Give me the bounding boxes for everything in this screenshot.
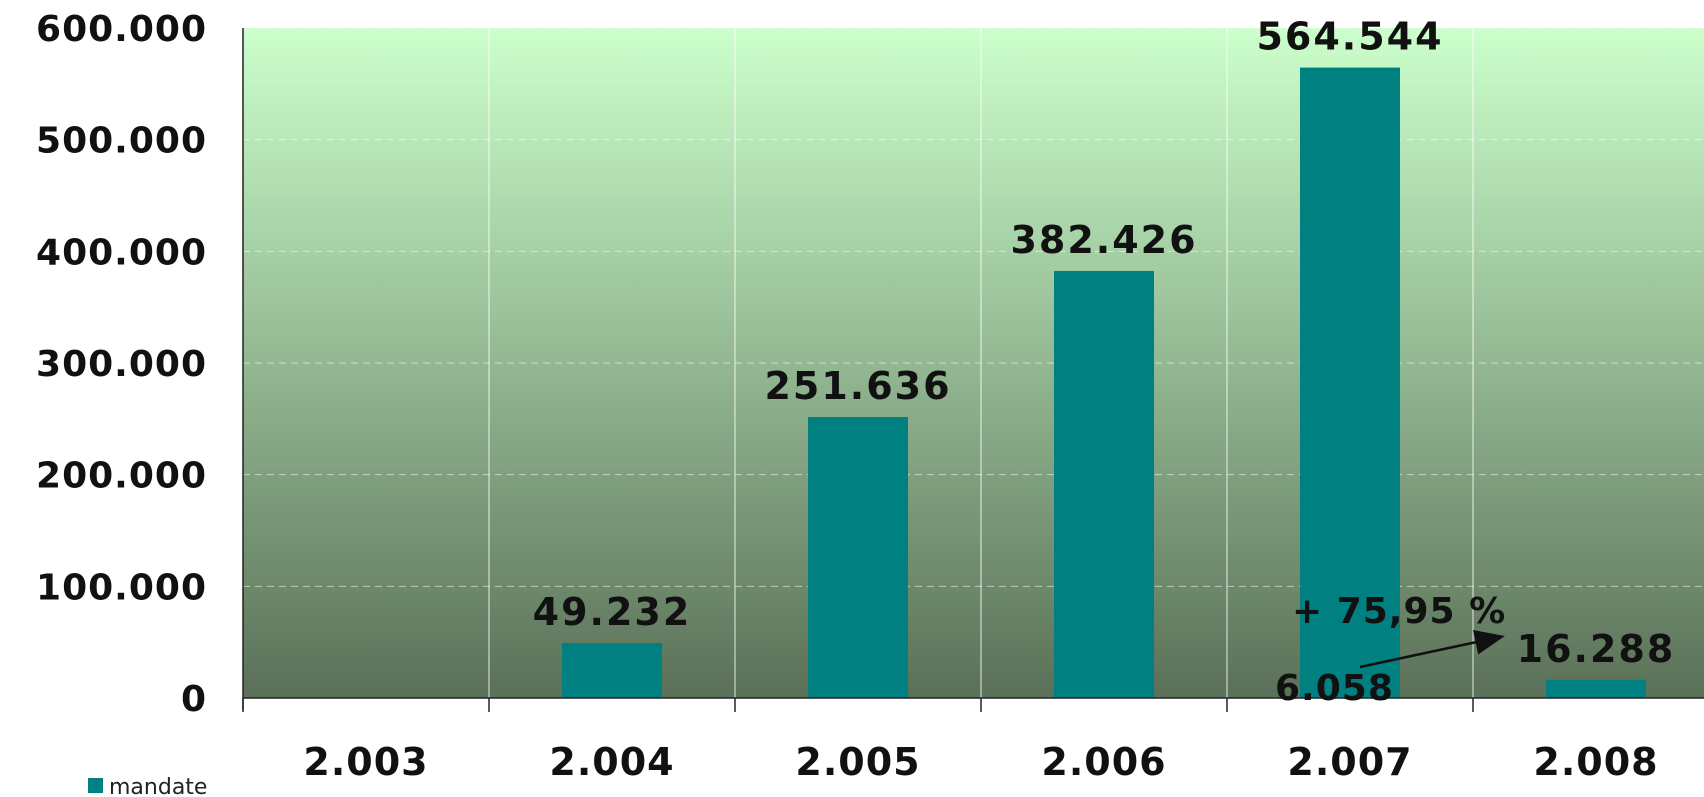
legend: mandate [88, 775, 207, 797]
y-tick-label: 300.000 [36, 344, 207, 385]
data-labels: 49.232 251.636 382.426 564.544 16.288 [533, 15, 1676, 671]
legend-label: mandate [109, 775, 207, 797]
annotation-growth: + 75,95 % [1292, 591, 1506, 632]
data-label-2.008: 16.288 [1517, 627, 1676, 671]
x-tick-label: 2.006 [1041, 740, 1166, 784]
y-tick-label: 500.000 [36, 121, 207, 162]
x-tick-label: 2.007 [1287, 740, 1412, 784]
bar-2.006 [1054, 270, 1154, 698]
bar-2.007 [1300, 67, 1400, 699]
data-label-2.006: 382.426 [1010, 218, 1197, 262]
data-label-2.007: 564.544 [1256, 15, 1443, 59]
annotation-base-value: 6.058 [1275, 668, 1394, 709]
y-tick-label: 400.000 [36, 232, 207, 273]
bar-2.004 [562, 643, 662, 698]
bar-2.005 [808, 417, 908, 698]
x-tick-label: 2.008 [1533, 740, 1658, 784]
y-tick-label: 200.000 [36, 456, 207, 497]
x-tick-labels: 2.003 2.004 2.005 2.006 2.007 2.008 [303, 740, 1658, 784]
data-label-2.004: 49.232 [533, 590, 692, 634]
x-tick-label: 2.003 [303, 740, 428, 784]
y-tick-label: 0 [181, 679, 207, 720]
y-tick-label: 600.000 [36, 9, 207, 50]
y-tick-label: 100.000 [36, 567, 207, 608]
x-tick-label: 2.004 [549, 740, 674, 784]
bar-2.008 [1546, 679, 1646, 698]
growth-annotation: 6.058 + 75,95 % [1275, 591, 1506, 709]
axes [242, 28, 1704, 712]
data-label-2.005: 251.636 [764, 364, 951, 408]
legend-swatch [88, 778, 103, 793]
x-tick-label: 2.005 [795, 740, 920, 784]
annotation-arrow [1359, 630, 1505, 669]
bars [562, 67, 1646, 699]
grid-lines [243, 27, 1704, 698]
y-tick-labels: 0 100.000 200.000 300.000 400.000 500.000 600.… [36, 9, 207, 720]
